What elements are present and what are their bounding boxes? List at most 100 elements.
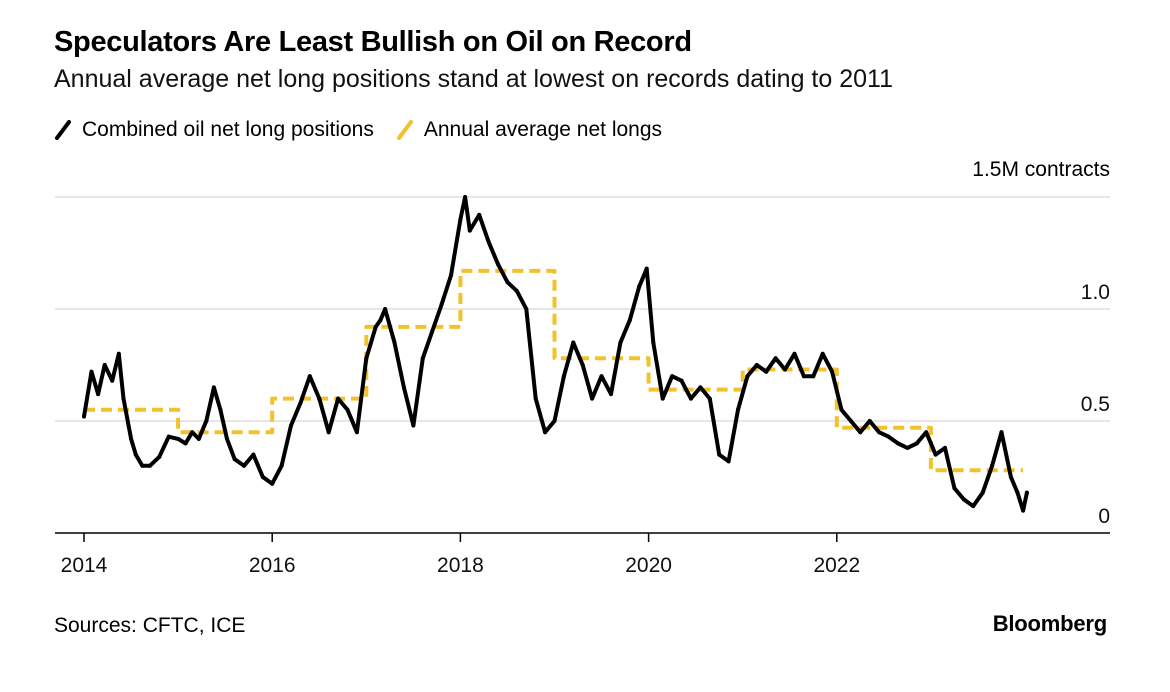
data-point-combined: [196, 436, 201, 441]
data-point-combined: [533, 396, 538, 401]
data-point-combined: [783, 367, 788, 372]
data-point-combined: [858, 430, 863, 435]
x-tick-label: 2018: [437, 554, 484, 577]
source-note: Sources: CFTC, ICE: [54, 614, 246, 637]
data-point-combined: [354, 430, 359, 435]
data-point-combined: [801, 374, 806, 379]
data-point-combined: [383, 307, 388, 311]
data-point-combined: [204, 419, 209, 423]
data-point-combined: [1008, 475, 1013, 479]
data-point-combined: [552, 419, 557, 423]
data-point-combined: [116, 351, 121, 356]
legend-swatch-combined: [55, 120, 71, 140]
data-point-combined: [225, 436, 230, 441]
data-point-combined: [637, 284, 642, 289]
data-point-combined: [121, 396, 126, 401]
x-tick-label: 2016: [249, 554, 296, 577]
data-point-combined: [307, 374, 312, 379]
data-point-combined: [726, 459, 731, 464]
data-point-combined: [707, 396, 712, 401]
data-point-combined: [867, 419, 872, 423]
chart-title: Speculators Are Least Bullish on Oil on …: [54, 26, 692, 58]
data-point-combined: [839, 407, 844, 412]
legend-label-combined: Combined oil net long positions: [82, 118, 374, 141]
data-point-combined: [590, 396, 595, 401]
legend-label-annual: Annual average net longs: [423, 118, 663, 141]
y-axis-unit-label: 1.5M contracts: [972, 158, 1110, 181]
y-tick-label: 0.5: [1081, 393, 1110, 416]
data-point-combined: [218, 407, 223, 412]
data-point-combined: [608, 392, 613, 397]
data-point-combined: [496, 262, 501, 267]
data-point-combined: [211, 385, 216, 390]
data-point-combined: [877, 430, 882, 435]
data-point-combined: [260, 475, 265, 479]
data-point-combined: [439, 302, 444, 307]
data-point-combined: [317, 396, 322, 401]
data-point-combined: [89, 369, 94, 374]
data-point-combined: [990, 463, 995, 468]
data-point-combined: [943, 445, 948, 450]
y-tick-label: 1.0: [1081, 281, 1110, 304]
data-point-combined: [830, 369, 835, 374]
legend-item-combined: Combined oil net long positions: [54, 118, 374, 142]
data-point-combined: [698, 385, 703, 390]
data-point-combined: [820, 351, 825, 356]
data-point-combined: [514, 289, 519, 294]
data-point-combined: [599, 374, 604, 379]
data-point-combined: [133, 452, 138, 457]
data-point-combined: [102, 363, 107, 367]
data-point-combined: [980, 490, 985, 495]
data-point-combined: [241, 463, 246, 468]
data-point-combined: [886, 434, 891, 439]
data-point-combined: [129, 436, 134, 441]
data-point-combined: [183, 441, 188, 446]
data-point-combined: [580, 363, 585, 367]
data-point-combined: [232, 457, 237, 462]
data-point-combined: [1024, 490, 1029, 495]
data-point-combined: [914, 441, 919, 446]
data-point-combined: [764, 369, 769, 374]
data-point-combined: [644, 266, 649, 271]
data-point-combined: [467, 228, 472, 233]
data-point-combined: [463, 195, 468, 199]
legend: Combined oil net long positions Annual a…: [54, 118, 684, 142]
data-point-combined: [392, 340, 397, 345]
data-point-combined: [289, 423, 294, 428]
x-tick-label: 2014: [61, 554, 108, 577]
data-point-combined: [477, 212, 482, 217]
x-tick-label: 2020: [625, 554, 672, 577]
data-point-combined: [448, 273, 453, 278]
data-point-combined: [420, 356, 425, 361]
data-point-combined: [1021, 508, 1026, 513]
data-point-combined: [378, 318, 383, 323]
data-point-combined: [811, 374, 816, 379]
data-point-combined: [251, 452, 256, 457]
data-point-combined: [561, 374, 566, 379]
data-point-combined: [792, 351, 797, 356]
series-line-combined: [82, 195, 1029, 513]
data-point-combined: [458, 217, 463, 222]
data-point-combined: [373, 324, 378, 329]
data-point-combined: [735, 407, 740, 412]
data-point-combined: [430, 329, 435, 334]
brand-logo: Bloomberg: [992, 611, 1108, 636]
data-point-combined: [505, 280, 510, 285]
data-point-combined: [618, 340, 623, 345]
data-point-combined: [345, 407, 350, 412]
data-point-combined: [147, 463, 152, 468]
data-point-combined: [679, 378, 684, 383]
data-point-combined: [571, 340, 576, 345]
data-point-combined: [140, 463, 145, 468]
data-point-combined: [971, 504, 976, 509]
chart-subtitle: Annual average net long positions stand …: [54, 65, 893, 93]
data-point-combined: [401, 385, 406, 390]
data-point-combined: [848, 419, 853, 423]
data-point-combined: [110, 378, 115, 383]
data-point-combined: [176, 436, 181, 441]
data-point-combined: [298, 401, 303, 406]
data-point-combined: [651, 340, 656, 345]
data-point-combined: [524, 307, 529, 311]
data-point-combined: [660, 396, 665, 401]
